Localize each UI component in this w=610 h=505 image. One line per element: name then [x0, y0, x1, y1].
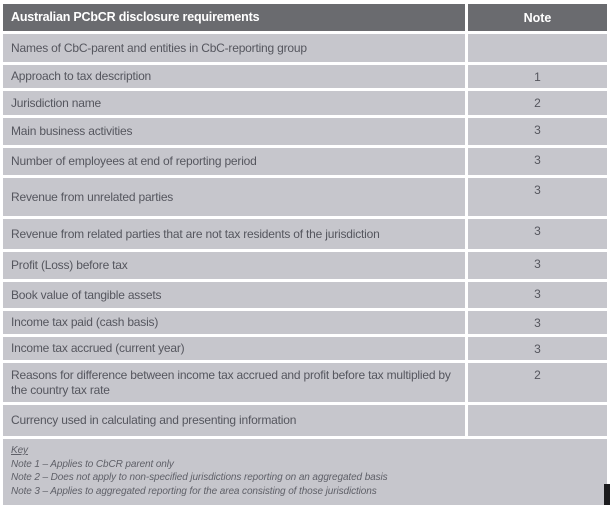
key-block: Key Note 1 – Applies to CbCR parent only…: [3, 439, 607, 505]
note-cell: 3: [468, 311, 607, 334]
key-notes-list: Note 1 – Applies to CbCR parent only Note…: [11, 458, 599, 499]
requirement-cell: Approach to tax description: [3, 65, 465, 88]
requirement-cell: Income tax paid (cash basis): [3, 311, 465, 334]
table-row: Number of employees at end of reporting …: [3, 148, 607, 175]
table-body: Names of CbC-parent and entities in CbC-…: [3, 34, 607, 436]
table-header-row: Australian PCbCR disclosure requirements…: [3, 4, 607, 31]
key-note: Note 3 – Applies to aggregated reporting…: [11, 485, 377, 497]
table-row: Income tax paid (cash basis) 3: [3, 311, 607, 334]
note-cell: [468, 405, 607, 436]
requirement-cell: Main business activities: [3, 118, 465, 145]
header-note-title: Note: [468, 4, 607, 31]
key-title: Key: [11, 445, 28, 456]
table-row: Income tax accrued (current year) 3: [3, 337, 607, 360]
table-row: Reasons for difference between income ta…: [3, 363, 607, 402]
requirement-cell: Income tax accrued (current year): [3, 337, 465, 360]
table-row: Currency used in calculating and present…: [3, 405, 607, 436]
key-note: Note 1 – Applies to CbCR parent only: [11, 458, 174, 470]
table-row: Jurisdiction name 2: [3, 91, 607, 115]
note-cell: 2: [468, 363, 607, 402]
note-cell: 3: [468, 252, 607, 279]
note-cell: 3: [468, 148, 607, 175]
table-row: Names of CbC-parent and entities in CbC-…: [3, 34, 607, 62]
table-row: Profit (Loss) before tax 3: [3, 252, 607, 279]
note-cell: 3: [468, 219, 607, 249]
key-note: Note 2 – Does not apply to non-specified…: [11, 472, 388, 483]
note-cell: 3: [468, 282, 607, 308]
requirement-cell: Currency used in calculating and present…: [3, 405, 465, 436]
table-row: Main business activities 3: [3, 118, 607, 145]
table-row: Book value of tangible assets 3: [3, 282, 607, 308]
note-cell: [468, 34, 607, 62]
requirement-cell: Book value of tangible assets: [3, 282, 465, 308]
requirement-cell: Jurisdiction name: [3, 91, 465, 115]
requirement-cell: Names of CbC-parent and entities in CbC-…: [3, 34, 465, 62]
note-cell: 3: [468, 337, 607, 360]
table-row: Approach to tax description 1: [3, 65, 607, 88]
requirement-cell: Revenue from unrelated parties: [3, 178, 465, 216]
note-cell: 2: [468, 91, 607, 115]
note-cell: 3: [468, 178, 607, 216]
dark-corner-block: [604, 484, 610, 505]
header-requirements-title: Australian PCbCR disclosure requirements: [3, 4, 465, 31]
table-row: Revenue from unrelated parties 3: [3, 178, 607, 216]
note-cell: 3: [468, 118, 607, 145]
requirement-cell: Profit (Loss) before tax: [3, 252, 465, 279]
note-cell: 1: [468, 65, 607, 88]
requirement-cell: Number of employees at end of reporting …: [3, 148, 465, 175]
table-row: Revenue from related parties that are no…: [3, 219, 607, 249]
disclosure-table: Australian PCbCR disclosure requirements…: [3, 4, 607, 505]
requirement-cell: Revenue from related parties that are no…: [3, 219, 465, 249]
requirement-cell: Reasons for difference between income ta…: [3, 363, 465, 402]
